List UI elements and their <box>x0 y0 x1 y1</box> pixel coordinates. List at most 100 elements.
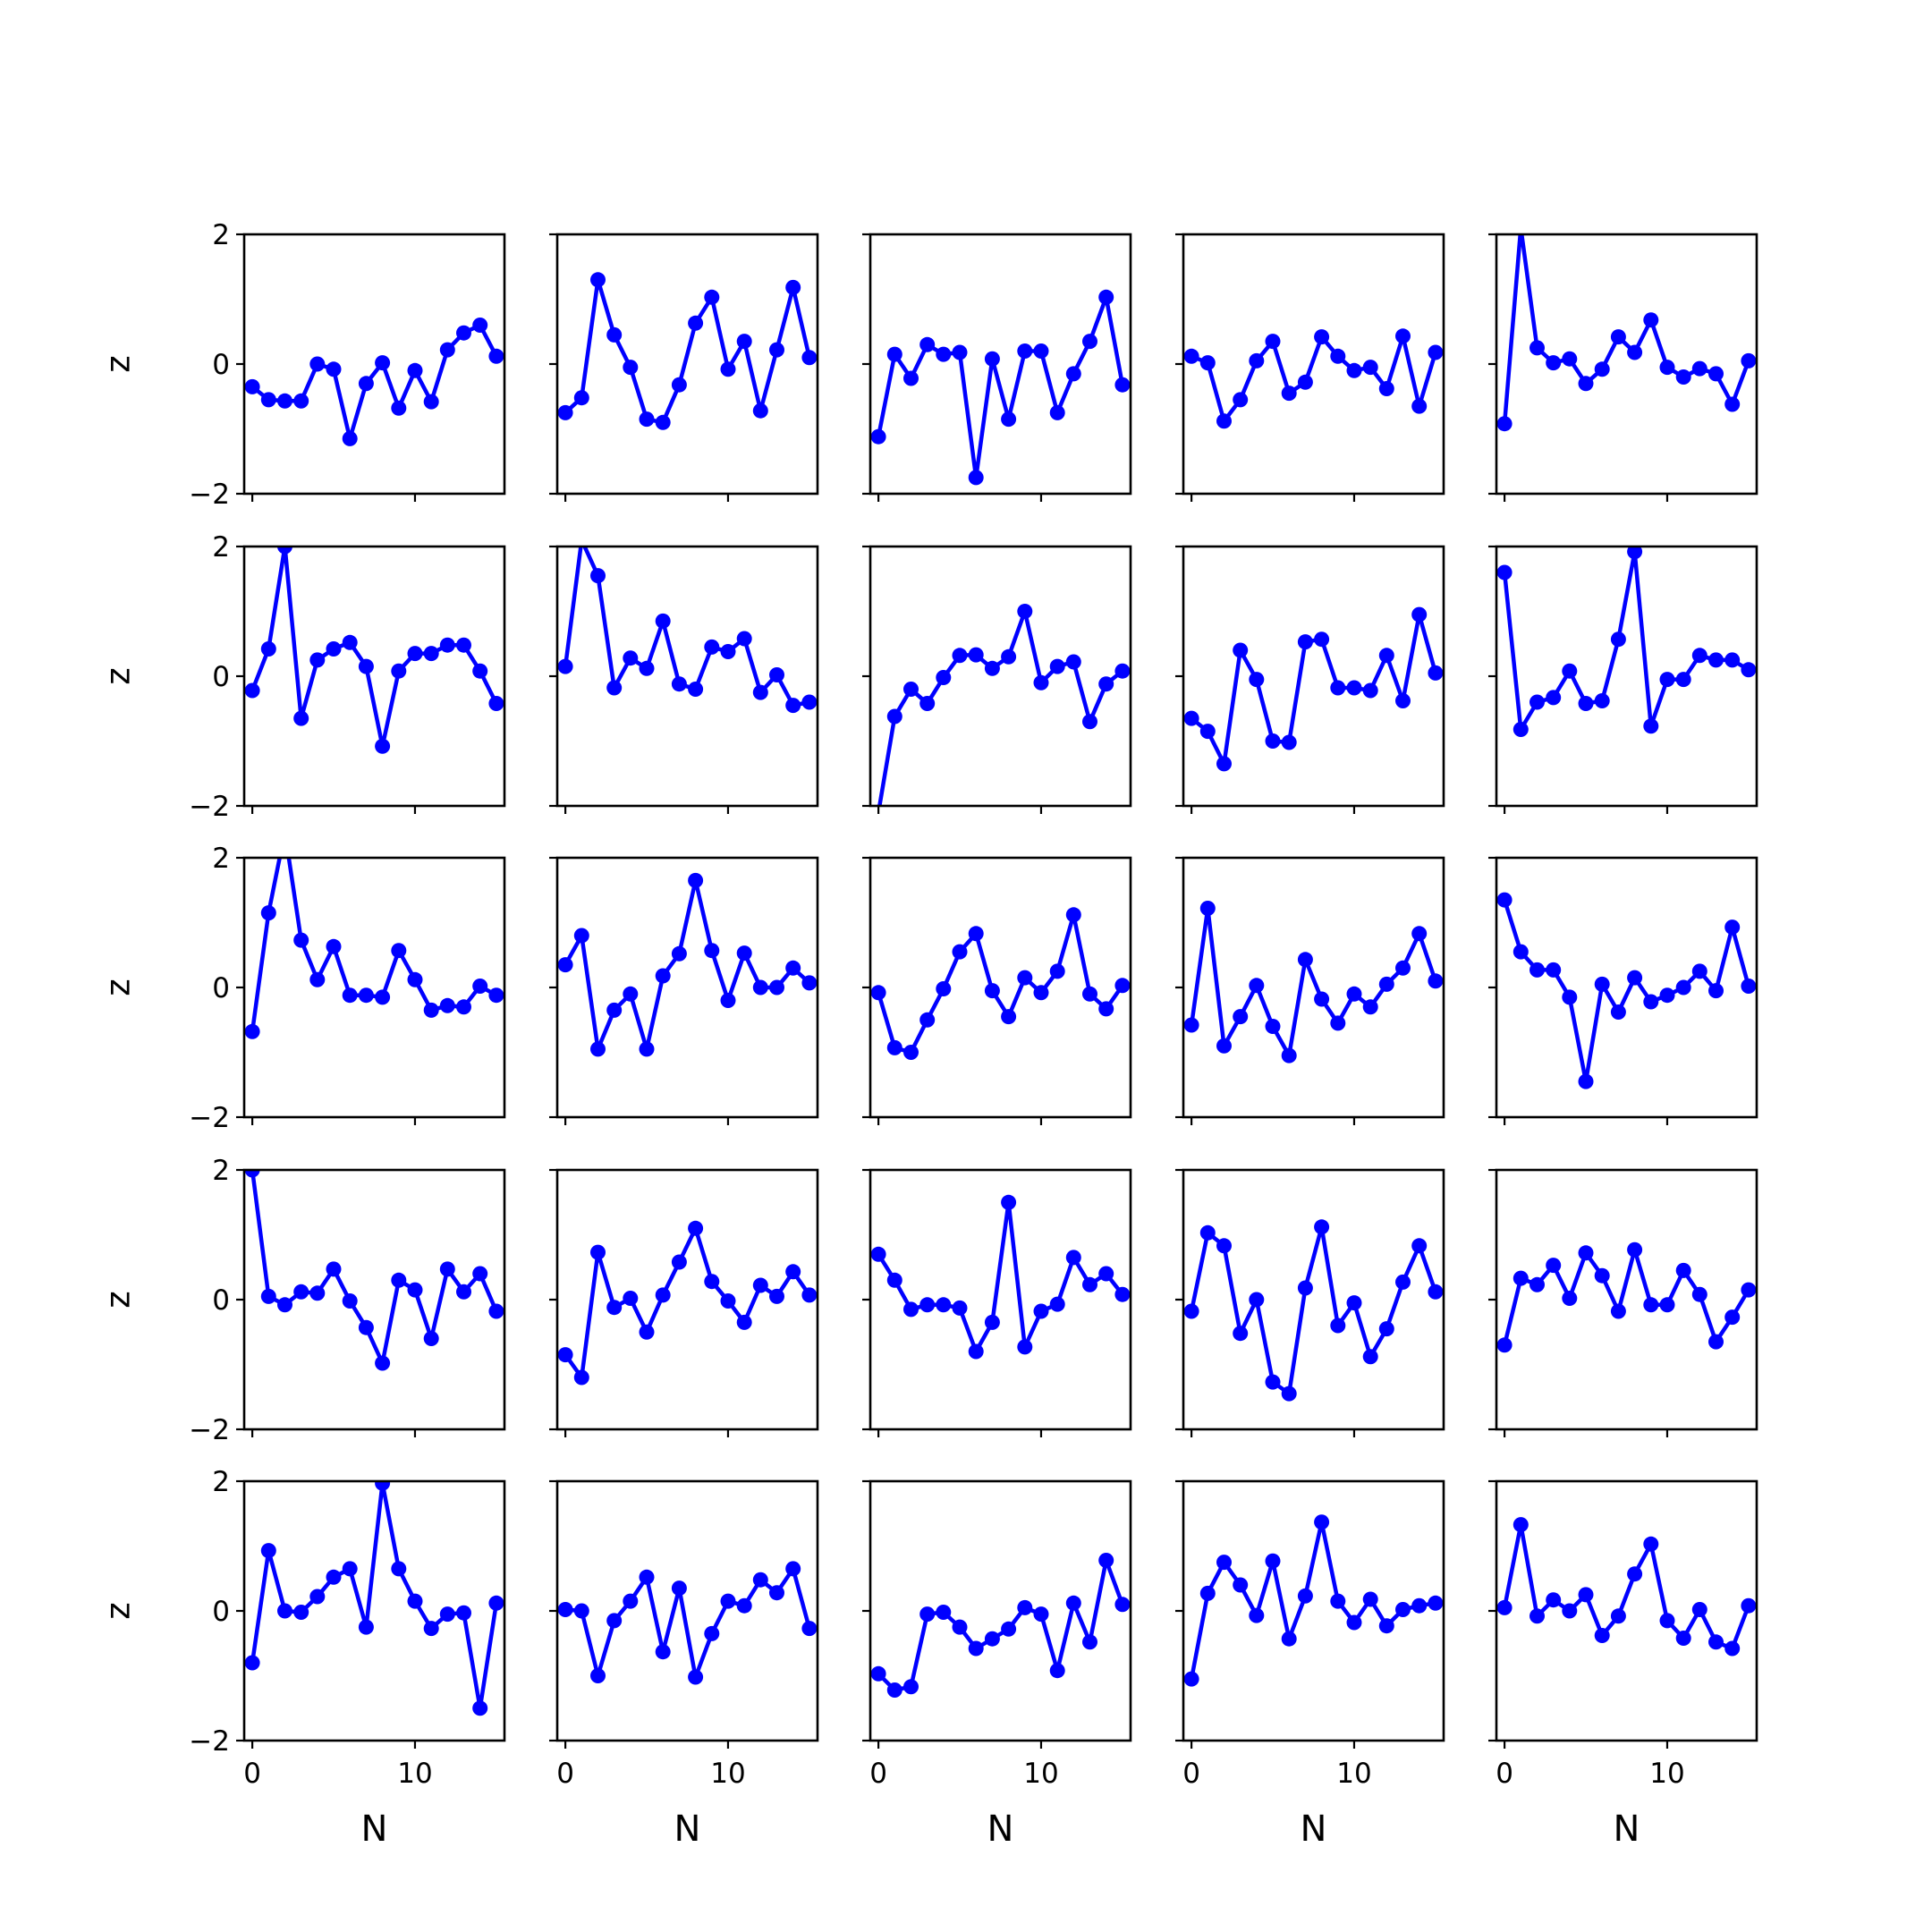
data-point <box>1546 1592 1562 1608</box>
data-point <box>293 1284 309 1300</box>
data-point <box>1496 892 1513 908</box>
data-point <box>1496 564 1513 580</box>
y-tick-label: −2 <box>189 1102 230 1134</box>
data-point <box>1530 340 1545 356</box>
data-point <box>655 1287 671 1303</box>
data-point <box>1428 665 1444 681</box>
data-point <box>968 470 984 486</box>
data-point <box>919 336 936 352</box>
data-point <box>358 658 374 674</box>
data-point <box>1627 1241 1643 1258</box>
data-point <box>1330 1015 1346 1031</box>
data-point <box>423 1002 439 1018</box>
data-point <box>886 1272 902 1288</box>
subplot-r5-c4: 0 10 N <box>1175 1479 1445 1850</box>
data-point <box>769 667 784 682</box>
data-point <box>590 272 606 288</box>
data-point <box>623 1291 639 1306</box>
data-point <box>391 943 407 959</box>
data-point <box>1562 1603 1578 1619</box>
data-point <box>936 346 952 362</box>
data-point <box>1724 1640 1741 1657</box>
data-point <box>1114 663 1131 679</box>
x-axis-label: N <box>674 1809 701 1850</box>
data-point <box>984 1631 1000 1647</box>
data-point <box>488 1595 504 1611</box>
data-point <box>1643 1297 1659 1313</box>
data-point <box>952 1300 968 1316</box>
data-point <box>1001 1194 1017 1210</box>
data-point <box>391 663 407 679</box>
data-point <box>769 342 784 358</box>
series-line <box>564 878 811 1052</box>
data-point <box>1065 366 1081 382</box>
data-point <box>736 1314 752 1330</box>
data-point <box>439 1261 455 1277</box>
data-point <box>1578 1587 1594 1603</box>
data-point <box>260 1543 276 1559</box>
data-point <box>1378 381 1394 396</box>
data-point <box>1346 362 1362 378</box>
data-point <box>671 945 687 962</box>
data-point <box>309 1285 326 1301</box>
data-point <box>326 361 342 377</box>
data-point <box>903 370 919 386</box>
series-line <box>250 547 498 749</box>
data-point <box>1001 1621 1017 1637</box>
subplot-grid: −2 0 2 z −2 0 2 z −2 0 2 z −2 0 2 z −2 0 2 0 10 z N 0 10 N 0 10 N 0 10… <box>99 219 1758 1850</box>
data-point <box>407 1282 423 1298</box>
data-point <box>623 986 639 1002</box>
data-point <box>260 392 276 408</box>
x-tick-label: 0 <box>869 1758 887 1790</box>
data-point <box>1378 648 1394 664</box>
data-point <box>1233 1326 1249 1342</box>
data-point <box>1330 1593 1346 1609</box>
x-tick-label: 10 <box>397 1758 432 1790</box>
data-point <box>1249 1292 1265 1308</box>
y-tick-label: −2 <box>189 479 230 511</box>
data-point <box>488 348 504 364</box>
series-line <box>1189 1520 1436 1680</box>
data-point <box>688 872 704 888</box>
data-point <box>769 1585 784 1601</box>
data-point <box>1199 1224 1216 1241</box>
data-point <box>1395 960 1411 976</box>
data-point <box>1741 1597 1757 1614</box>
subplot-r3-c4 <box>1175 856 1445 1125</box>
data-point <box>1281 1385 1297 1402</box>
data-point <box>785 1561 801 1577</box>
data-point <box>801 1621 818 1637</box>
series-line <box>1502 234 1751 424</box>
data-point <box>1330 680 1346 696</box>
data-point <box>1362 999 1378 1015</box>
data-point <box>1578 696 1594 711</box>
data-point <box>1675 369 1691 385</box>
data-point <box>407 646 423 662</box>
data-point <box>375 1355 391 1371</box>
y-axis-label: z <box>99 355 138 372</box>
data-point <box>1395 1602 1411 1617</box>
data-point <box>1659 1613 1675 1629</box>
data-point <box>423 646 439 662</box>
data-point <box>1659 987 1675 1004</box>
subplot-r5-c3: 0 10 N <box>862 1479 1132 1850</box>
y-tick-label: 2 <box>212 1466 230 1498</box>
data-point <box>1314 991 1330 1007</box>
data-point <box>1233 642 1249 658</box>
data-point <box>688 315 704 331</box>
series-line <box>1190 612 1438 767</box>
subplot-r1-c4 <box>1175 233 1445 502</box>
data-point <box>671 377 687 393</box>
data-point <box>358 1319 374 1335</box>
data-point <box>309 971 326 987</box>
data-point <box>293 393 309 409</box>
data-point <box>375 355 391 371</box>
data-point <box>358 1619 374 1635</box>
y-tick-label: 2 <box>212 531 230 564</box>
subplot-r5-c1: −2 0 2 0 10 z N <box>99 1466 506 1850</box>
data-point <box>639 411 655 428</box>
data-point <box>671 1580 687 1597</box>
data-point <box>407 362 423 378</box>
series-line <box>250 1481 499 1711</box>
